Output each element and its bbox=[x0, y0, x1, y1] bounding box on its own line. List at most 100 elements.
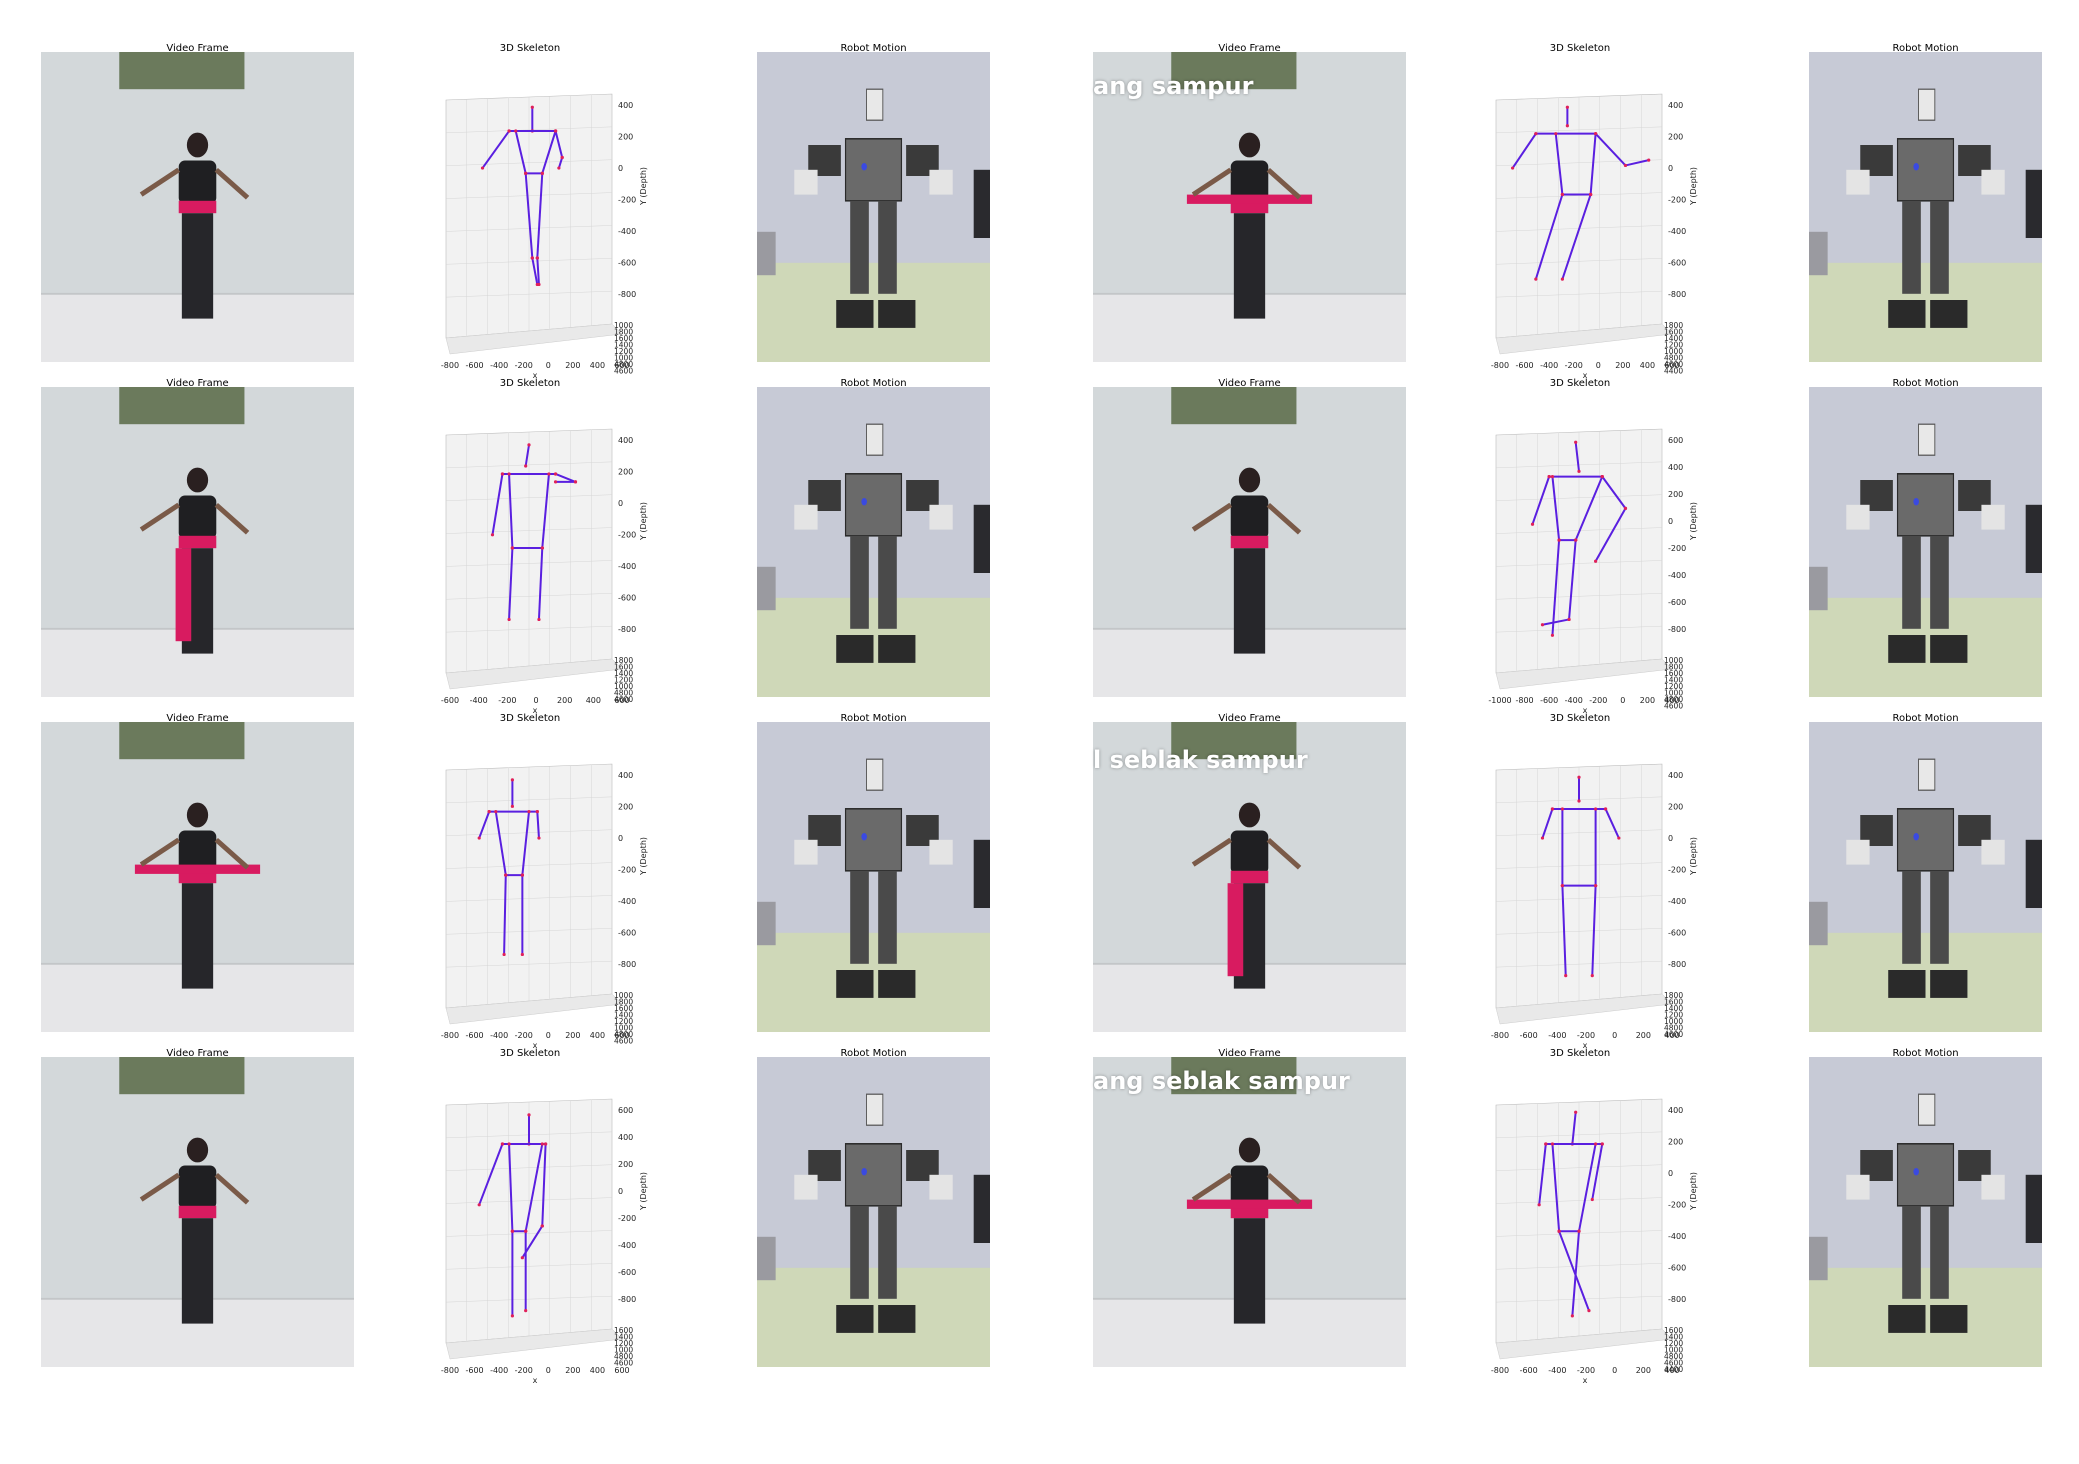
video-frame-image bbox=[41, 387, 354, 697]
video-caption-text: l seblak sampur bbox=[1093, 746, 1308, 774]
robot-motion-title: Robot Motion bbox=[840, 378, 907, 389]
y-axis-label: Y (Depth) bbox=[1689, 1172, 1698, 1211]
depth-tick-label: 4600 bbox=[614, 1359, 633, 1368]
robot-motion-title: Robot Motion bbox=[840, 713, 907, 724]
x-tick-label: 400 bbox=[1664, 1031, 1679, 1040]
x-tick-label: 400 bbox=[1664, 696, 1679, 705]
skeleton-3d-title: 3D Skeleton bbox=[499, 713, 561, 724]
y-tick-label: -400 bbox=[1668, 897, 1686, 906]
skeleton-3d-plot: 4002000-200-400-600-80016001400120010004… bbox=[1491, 1098, 1698, 1383]
y-tick-label: 200 bbox=[618, 133, 633, 142]
depth-tick-label: 1600 bbox=[1664, 669, 1683, 678]
y-tick-label: 400 bbox=[1668, 1106, 1683, 1115]
y-tick-label: 200 bbox=[1668, 133, 1683, 142]
y-tick-label: -600 bbox=[618, 929, 636, 938]
x-tick-label: 200 bbox=[565, 1031, 580, 1040]
y-tick-label: 400 bbox=[618, 771, 633, 780]
y-tick-label: -800 bbox=[618, 290, 636, 299]
depth-tick-label: 1600 bbox=[614, 663, 633, 672]
y-tick-label: -200 bbox=[618, 531, 636, 540]
video-frame-title: Video Frame bbox=[1218, 43, 1281, 54]
depth-tick-label: 1000 bbox=[1664, 656, 1683, 665]
depth-tick-label: 1000 bbox=[1664, 347, 1683, 356]
x-axis-label: x bbox=[533, 371, 538, 378]
x-tick-label: -400 bbox=[1548, 1366, 1566, 1375]
y-tick-label: 0 bbox=[1668, 517, 1673, 526]
depth-tick-label: 1000 bbox=[614, 321, 633, 330]
x-tick-label: -400 bbox=[1540, 361, 1558, 370]
skeleton-3d-title: 3D Skeleton bbox=[1549, 713, 1611, 724]
x-tick-label: 400 bbox=[1640, 361, 1655, 370]
video-frame-image bbox=[1093, 387, 1406, 697]
depth-tick-label: 1400 bbox=[1664, 1333, 1683, 1342]
y-tick-label: -400 bbox=[1668, 1232, 1686, 1241]
video-frame-title: Video Frame bbox=[1218, 713, 1281, 724]
skeleton-3d-plot: 4002000-200-400-600-80010001800160014001… bbox=[441, 93, 648, 378]
y-tick-label: 400 bbox=[1668, 101, 1683, 110]
robot-motion-image bbox=[1809, 387, 2042, 697]
x-tick-label: -200 bbox=[498, 696, 516, 705]
y-tick-label: -200 bbox=[1668, 1201, 1686, 1210]
y-tick-label: -400 bbox=[618, 562, 636, 571]
video-caption-text: ang seblak sampur bbox=[1093, 1067, 1350, 1095]
depth-tick-label: 1200 bbox=[1664, 341, 1683, 350]
skeleton-3d-title: 3D Skeleton bbox=[499, 43, 561, 54]
x-tick-label: -800 bbox=[441, 1366, 459, 1375]
robot-motion-title: Robot Motion bbox=[840, 43, 907, 54]
x-tick-label: 600 bbox=[1664, 361, 1679, 370]
skeleton-3d-plot: 6004002000-200-400-600-80010001800160014… bbox=[1488, 428, 1698, 713]
depth-tick-label: 4400 bbox=[1664, 1365, 1683, 1374]
y-tick-label: 0 bbox=[618, 1187, 623, 1196]
y-tick-label: -800 bbox=[1668, 290, 1686, 299]
y-axis-label: Y (Depth) bbox=[639, 167, 648, 206]
skeleton-3d-title: 3D Skeleton bbox=[1549, 1048, 1611, 1059]
y-tick-label: -400 bbox=[618, 897, 636, 906]
y-tick-label: -400 bbox=[1668, 227, 1686, 236]
video-frame-image bbox=[41, 1057, 354, 1367]
skeleton-3d-plot: 600 400 200 0 -200 -400 -600 -800 16001400120010… bbox=[441, 1098, 648, 1383]
y-tick-label: 400 bbox=[1668, 463, 1683, 472]
x-tick-label: 200 bbox=[1615, 361, 1630, 370]
y-tick-label: 600 bbox=[1668, 436, 1683, 445]
x-tick-label: -600 bbox=[465, 1031, 483, 1040]
x-tick-label: 0 bbox=[1612, 1031, 1617, 1040]
skeleton-3d-title: 3D Skeleton bbox=[499, 378, 561, 389]
x-tick-label: 200 bbox=[1636, 1031, 1651, 1040]
depth-tick-label: 1800 bbox=[1664, 991, 1683, 1000]
x-tick-label: -800 bbox=[1515, 696, 1533, 705]
x-tick-label: 600 bbox=[614, 696, 629, 705]
y-tick-label: -800 bbox=[1668, 960, 1686, 969]
y-tick-label: 400 bbox=[618, 1133, 633, 1142]
x-tick-label: 0 bbox=[1620, 696, 1625, 705]
x-tick-label: -600 bbox=[1520, 1031, 1538, 1040]
y-tick-label: -800 bbox=[618, 1295, 636, 1304]
x-axis-label: x bbox=[1583, 371, 1588, 378]
depth-tick-label: 4600 bbox=[1664, 1359, 1683, 1368]
y-tick-label: 400 bbox=[618, 101, 633, 110]
y-tick-label: -200 bbox=[1668, 866, 1686, 875]
x-axis-label: x bbox=[1583, 1376, 1588, 1383]
y-axis-label: Y (Depth) bbox=[1689, 167, 1698, 206]
x-tick-label: -800 bbox=[1491, 361, 1509, 370]
video-frame-title: Video Frame bbox=[166, 378, 229, 389]
skeleton-3d-plot: 400 200 0 -200 -400 -600 -800 18001600140012001… bbox=[441, 428, 648, 713]
depth-tick-label: 1000 bbox=[1664, 1346, 1683, 1355]
x-tick-label: 400 bbox=[590, 1366, 605, 1375]
x-tick-label: 400 bbox=[1664, 1366, 1679, 1375]
y-tick-label: 0 bbox=[618, 164, 623, 173]
depth-tick-label: 1400 bbox=[614, 669, 633, 678]
depth-tick-label: 1000 bbox=[1664, 689, 1683, 698]
x-axis-label: x bbox=[1583, 706, 1588, 713]
y-tick-label: 0 bbox=[1668, 1169, 1673, 1178]
y-tick-label: -400 bbox=[618, 227, 636, 236]
depth-tick-label: 1400 bbox=[1664, 1004, 1683, 1013]
depth-tick-label: 1800 bbox=[614, 328, 633, 337]
y-tick-label: -400 bbox=[618, 1241, 636, 1250]
video-frame-image bbox=[41, 722, 354, 1032]
x-tick-label: -400 bbox=[490, 1031, 508, 1040]
depth-tick-label: 1400 bbox=[614, 1011, 633, 1020]
depth-tick-label: 1200 bbox=[1664, 1339, 1683, 1348]
robot-motion-image bbox=[757, 387, 990, 697]
y-tick-label: -600 bbox=[618, 259, 636, 268]
y-tick-label: 0 bbox=[618, 834, 623, 843]
